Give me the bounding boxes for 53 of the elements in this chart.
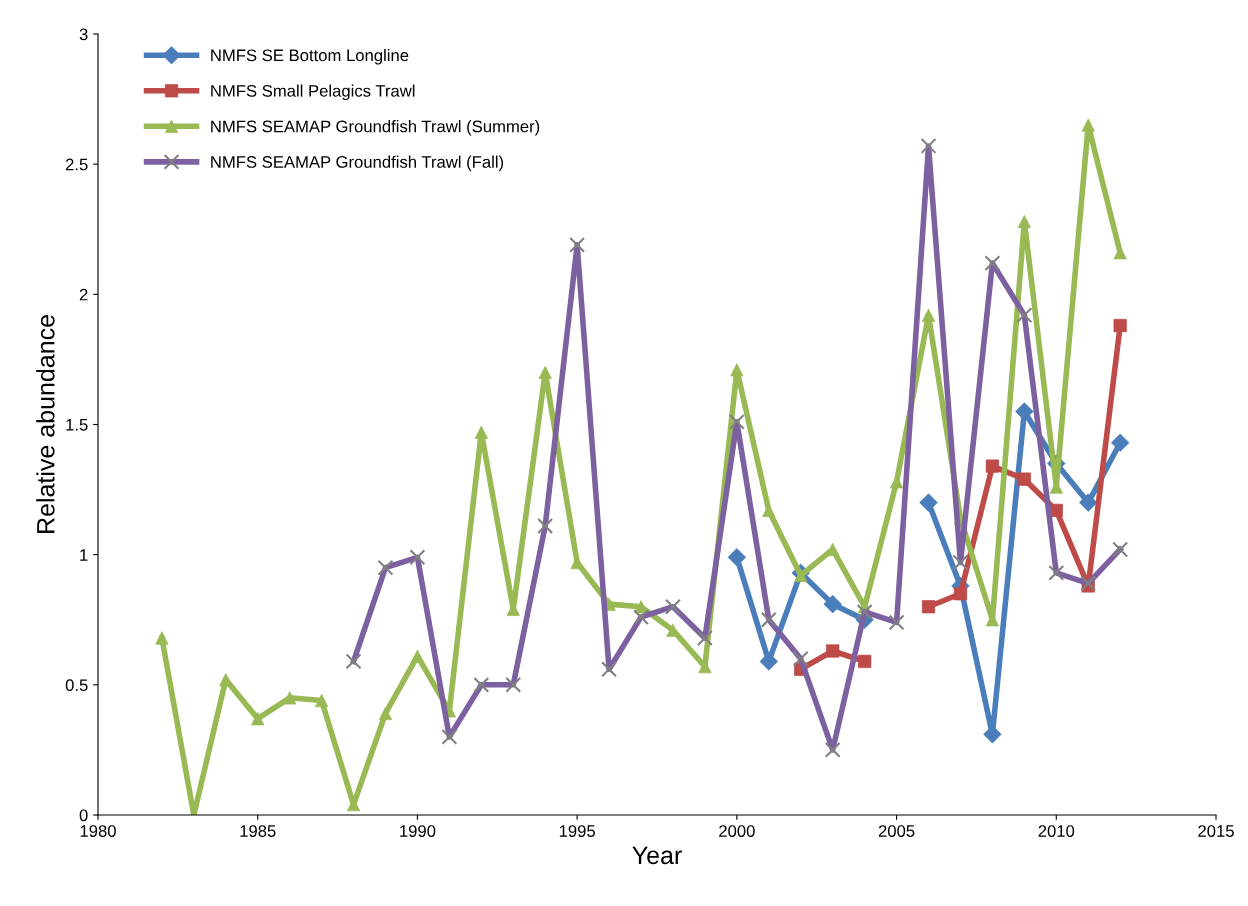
point: [953, 587, 968, 601]
point: [696, 629, 713, 646]
y-tick-label: 1: [80, 549, 88, 561]
y-tick-label: 3: [79, 28, 88, 41]
point: [1017, 472, 1031, 486]
point: [345, 653, 362, 670]
point: [537, 518, 554, 535]
point: [315, 693, 329, 708]
point: [760, 611, 777, 628]
point: [823, 594, 842, 614]
point: [409, 549, 426, 566]
x-tick-label: 2015: [1198, 825, 1234, 837]
x-tick-label: 2000: [719, 825, 755, 837]
y-tick-label: 0: [79, 809, 88, 822]
legend-label: NMFS SEAMAP Groundfish Trawl (Fall): [211, 155, 504, 172]
x-tick-label: 1985: [240, 825, 276, 837]
point: [792, 650, 809, 667]
point: [1080, 575, 1097, 592]
point: [856, 603, 873, 620]
point: [984, 255, 1001, 272]
y-tick-label: 2: [79, 288, 88, 301]
x-tick-label: 1980: [80, 825, 116, 837]
y-tick-label: 0.5: [65, 679, 88, 692]
legend-label: NMFS Small Pelagics Trawl: [211, 84, 415, 101]
legend-label: NMFS SE Bottom Longline: [211, 49, 409, 65]
point: [728, 413, 745, 430]
x-tick-label: 2010: [1038, 825, 1075, 837]
point: [952, 554, 969, 571]
legend-label: NMFS SEAMAP Groundfish Trawl (Summer): [211, 120, 540, 136]
y-tick-label: 1.5: [66, 419, 88, 431]
y-tick-label: 2.5: [65, 158, 88, 171]
point: [1079, 493, 1098, 512]
point: [441, 728, 458, 745]
point: [473, 676, 490, 693]
y-axis-title: Relative abundance: [36, 315, 55, 533]
point: [824, 741, 841, 758]
point: [985, 459, 999, 473]
point: [888, 614, 905, 631]
point: [920, 137, 937, 154]
point: [1016, 307, 1033, 324]
point: [505, 676, 522, 693]
point: [569, 236, 586, 253]
point: [377, 559, 394, 576]
x-tick-label: 1995: [559, 825, 595, 837]
point: [601, 661, 618, 678]
point: [1048, 564, 1065, 581]
x-axis-title: Year: [632, 846, 682, 865]
point: [633, 609, 650, 626]
x-tick-label: 2005: [878, 825, 915, 837]
point: [474, 425, 488, 439]
x-tick-label: 1990: [400, 825, 436, 837]
point: [664, 598, 681, 615]
point: [1112, 541, 1129, 558]
